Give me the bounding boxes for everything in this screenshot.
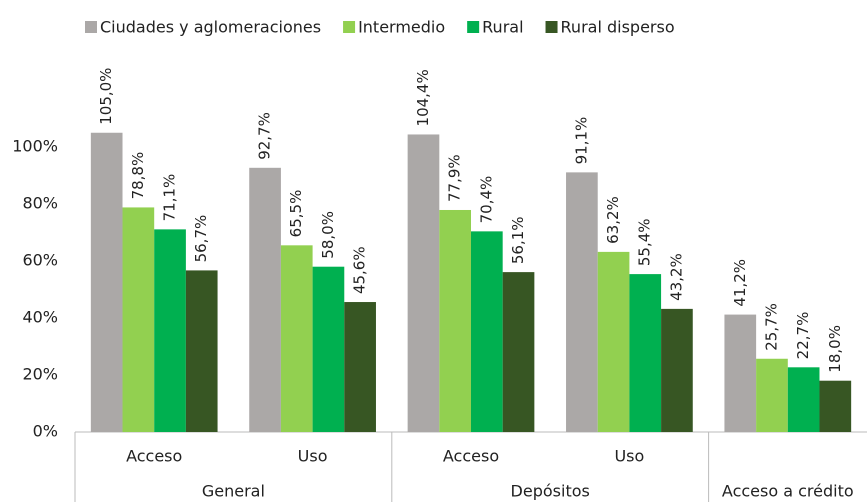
bar <box>280 245 313 432</box>
bar <box>629 274 662 432</box>
bar <box>90 132 123 432</box>
group-label: General <box>202 482 265 501</box>
group-label: Depósitos <box>511 482 590 501</box>
data-label: 25,7% <box>762 303 780 351</box>
data-label: 105,0% <box>97 68 115 125</box>
data-label: 55,4% <box>636 218 654 266</box>
y-tick-label: 0% <box>33 422 58 441</box>
data-label: 65,5% <box>287 190 305 238</box>
data-label: 41,2% <box>731 259 749 307</box>
y-tick-label: 40% <box>22 308 58 327</box>
data-label: 70,4% <box>477 176 495 224</box>
data-label: 104,4% <box>414 69 432 126</box>
legend-label: Rural disperso <box>561 18 675 37</box>
x-tick-label: Acceso <box>126 447 182 466</box>
bar <box>185 270 218 432</box>
bar <box>502 272 535 432</box>
bar <box>312 266 345 432</box>
bar <box>819 380 852 432</box>
bar <box>787 367 820 432</box>
data-label: 92,7% <box>256 112 274 160</box>
data-label: 18,0% <box>826 325 844 373</box>
bar <box>249 167 281 432</box>
x-tick-label: Acceso <box>443 447 499 466</box>
y-tick-label: 20% <box>22 365 58 384</box>
bar <box>471 231 503 432</box>
data-label: 45,6% <box>351 246 369 294</box>
bar <box>154 229 186 432</box>
bar <box>724 314 757 432</box>
bar <box>661 308 693 432</box>
bar <box>566 172 598 433</box>
data-label: 91,1% <box>572 117 590 165</box>
data-label: 22,7% <box>794 312 812 360</box>
data-label: 56,1% <box>509 216 527 264</box>
y-tick-label: 80% <box>22 194 58 213</box>
bar <box>756 358 788 432</box>
bar <box>597 251 630 432</box>
data-label: 63,2% <box>604 196 622 244</box>
group-label: Acceso a crédito <box>722 482 854 501</box>
y-tick-label: 60% <box>22 251 58 270</box>
legend-swatch <box>467 21 480 33</box>
legend-swatch <box>85 21 97 33</box>
legend-swatch <box>545 21 558 33</box>
legend-label: Ciudades y aglomeraciones <box>100 18 321 37</box>
legend-label: Rural <box>482 18 523 37</box>
x-tick-label: Uso <box>614 447 644 466</box>
data-label: 58,0% <box>319 211 337 259</box>
data-label: 56,7% <box>192 215 210 263</box>
bar <box>122 207 155 432</box>
data-label: 43,2% <box>667 253 685 301</box>
legend-swatch <box>343 21 356 33</box>
y-tick-label: 100% <box>12 137 58 156</box>
x-tick-label: Uso <box>298 447 328 466</box>
bar <box>407 134 440 432</box>
legend-label: Intermedio <box>358 18 445 37</box>
data-label: 78,8% <box>129 152 147 200</box>
data-label: 77,9% <box>446 154 464 202</box>
data-label: 71,1% <box>161 174 179 222</box>
bar <box>439 209 471 432</box>
bar <box>344 302 376 432</box>
